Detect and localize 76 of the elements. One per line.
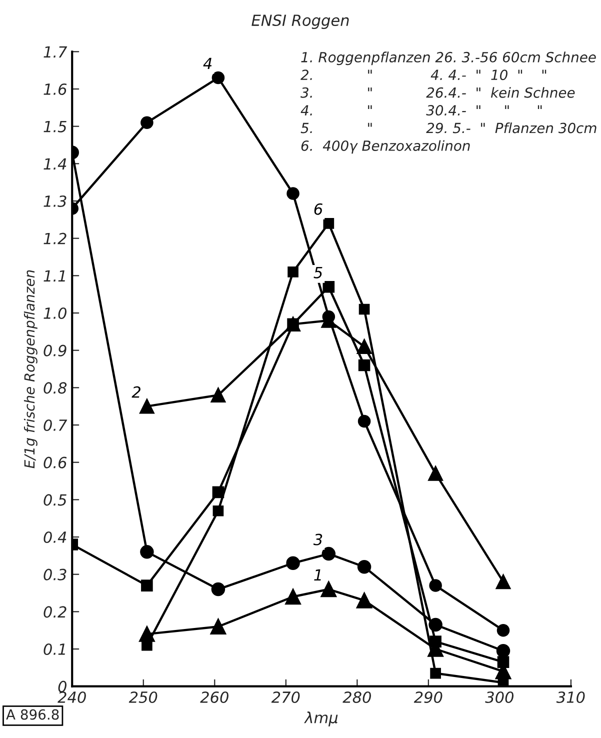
point <box>497 656 510 668</box>
x-tick-label: 280 <box>342 691 371 704</box>
text: A 896.8 <box>6 709 59 720</box>
point <box>357 560 372 574</box>
point <box>496 644 510 658</box>
y-tick-label: 1.7 <box>44 46 68 58</box>
point <box>320 581 337 598</box>
point <box>140 116 154 129</box>
y-tick-label: 0.8 <box>44 382 67 394</box>
annotation: 6. 400γ Benzoxazolinon <box>301 140 470 154</box>
y-axis-title: E/1g frische Roggenpflanzen <box>24 270 38 468</box>
annotation: 5. " 29. 5.- " Pflanzen 30cm <box>300 122 596 134</box>
point <box>356 339 372 354</box>
point <box>430 668 441 679</box>
point <box>322 280 335 293</box>
x-tick-label: 310 <box>556 691 585 704</box>
series-label: 5 <box>314 266 322 278</box>
series-label: 4 <box>203 58 212 70</box>
x-tick-label: 290 <box>414 691 442 704</box>
point <box>358 359 370 372</box>
x-axis-title: λmμ <box>304 712 338 726</box>
annotation: 2. " 4. 4.- " 10 " " <box>300 70 546 80</box>
x-tick-label: 240 <box>58 691 86 704</box>
point <box>428 618 442 632</box>
point <box>212 486 224 498</box>
y-tick-label: 0.2 <box>44 606 66 618</box>
y-tick-label: 0.5 <box>44 494 66 506</box>
y-tick-label: 1.3 <box>44 195 66 208</box>
y-tick-label: 0.6 <box>44 456 67 468</box>
point <box>212 71 225 84</box>
point <box>496 574 511 590</box>
point <box>210 618 226 634</box>
annotation: 1. Roggenpflanzen 26. 3.-56 60cm Schnee <box>301 52 596 66</box>
point <box>141 580 153 592</box>
point <box>210 388 226 402</box>
x-tick-label: 300 <box>485 691 514 704</box>
point <box>288 266 298 278</box>
y-tick-label: 0.3 <box>44 568 66 580</box>
y-tick-label: 1.4 <box>44 158 66 170</box>
series-label: 1 <box>314 569 321 581</box>
point <box>358 304 370 315</box>
series-label: 3 <box>313 534 322 546</box>
point <box>140 545 154 559</box>
y-tick-label: 0 <box>58 680 66 692</box>
chart-title: ENSI Roggen <box>252 14 349 30</box>
x-tick-label: 250 <box>128 691 158 704</box>
point <box>285 588 301 605</box>
y-tick-label: 0.1 <box>44 643 65 656</box>
y-tick-label: 0.4 <box>44 531 66 544</box>
y-tick-label: 1.1 <box>44 270 65 282</box>
point <box>212 505 224 516</box>
annotation: 4. " 30.4.- " " " <box>300 105 542 116</box>
annotation: 3. " 26.4.- " kein Schnee <box>300 87 575 98</box>
point <box>140 398 154 414</box>
point <box>428 466 443 481</box>
point <box>356 592 372 608</box>
point <box>429 579 442 592</box>
point <box>211 582 226 596</box>
series-label: 2 <box>132 386 140 398</box>
point <box>323 218 334 229</box>
y-tick-label: 0.7 <box>44 419 68 432</box>
point <box>496 624 510 637</box>
point <box>286 556 300 570</box>
y-tick-label: 1.6 <box>44 83 67 96</box>
y-tick-label: 1.2 <box>44 232 66 244</box>
point <box>358 414 371 428</box>
point <box>322 546 336 561</box>
point <box>286 187 300 200</box>
y-tick-label: 1.0 <box>44 307 66 320</box>
x-tick-label: 270 <box>271 691 300 704</box>
y-tick-label: 1.5 <box>44 120 66 132</box>
x-tick-label: 260 <box>200 691 228 704</box>
point <box>430 636 442 648</box>
y-tick-label: 0.9 <box>44 344 66 356</box>
series-label: 6 <box>314 203 322 215</box>
point <box>322 310 336 324</box>
